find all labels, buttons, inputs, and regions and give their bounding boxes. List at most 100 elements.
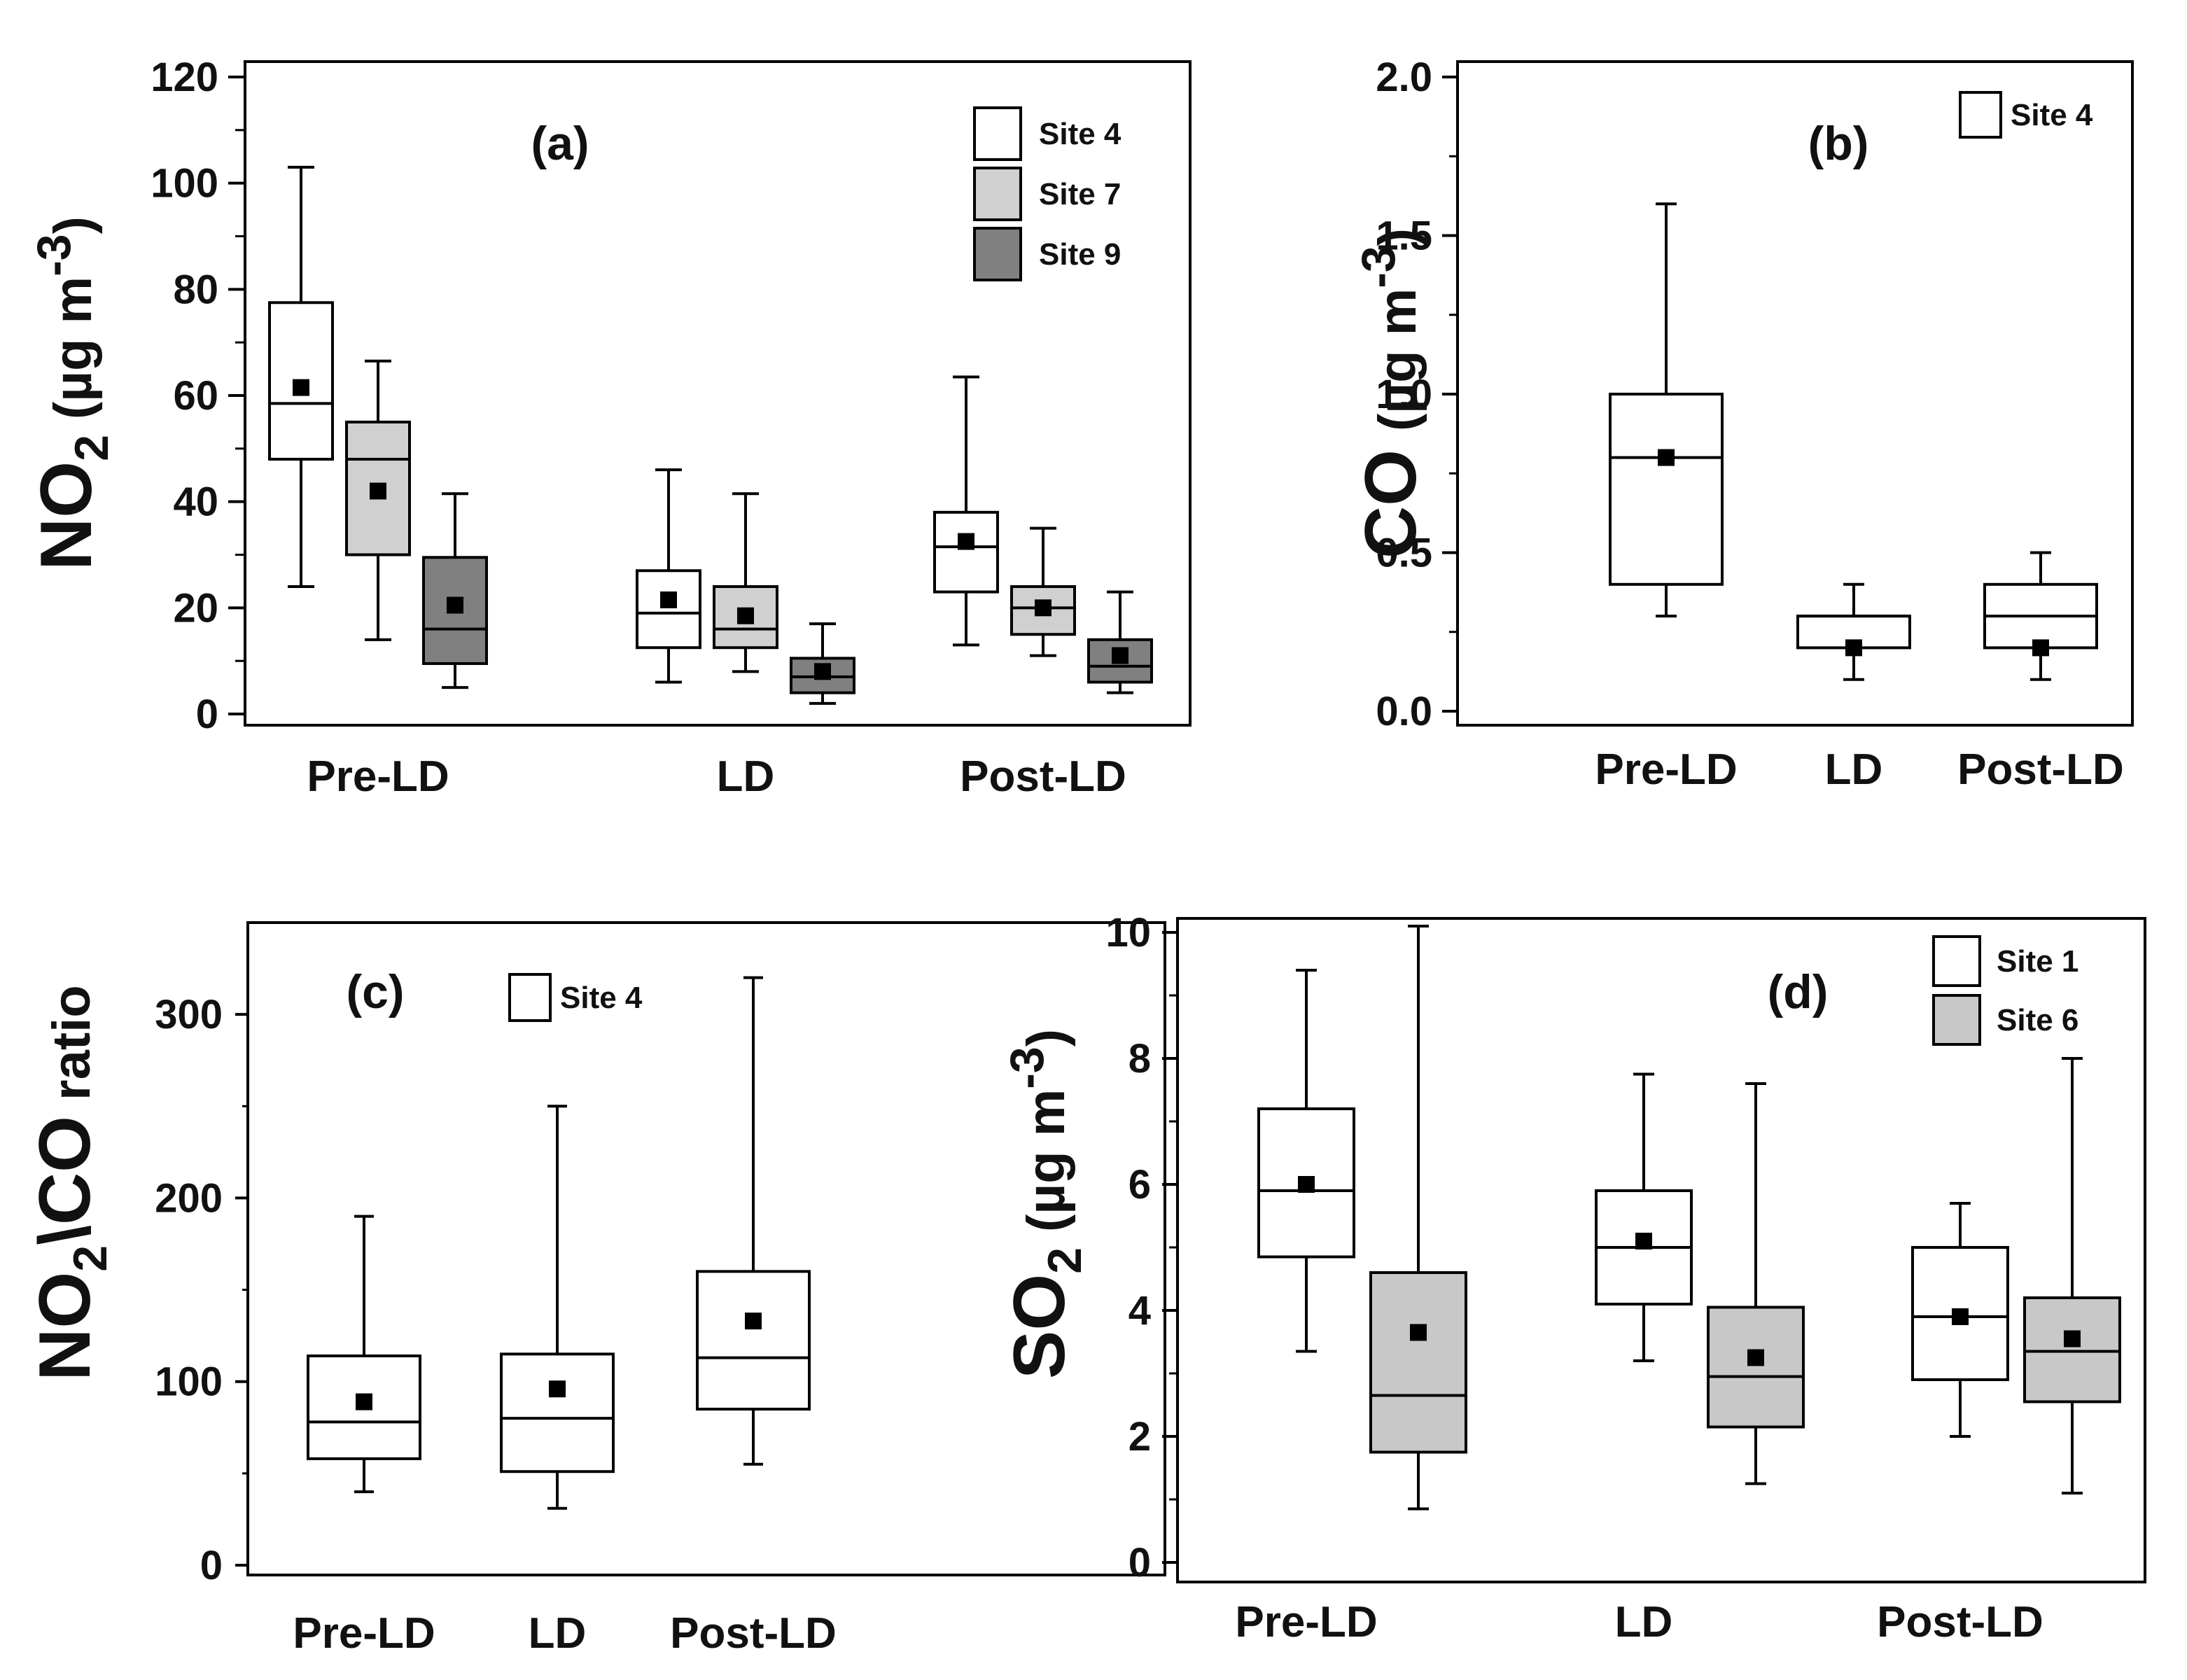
panel-a-legend: Site 4 Site 7 Site 9 <box>973 106 1122 281</box>
panel-c-ytick-label: 0 <box>200 1543 223 1588</box>
panel-a-ytick-label: 100 <box>151 161 218 206</box>
panel-a-ytick-label: 40 <box>173 479 218 525</box>
mean-marker <box>356 1393 372 1410</box>
panel-a-box-site-4 <box>636 468 701 684</box>
mean-marker <box>1298 1176 1315 1193</box>
panel-b-ytick-label: 2.0 <box>1376 55 1432 100</box>
panel-b-ylabel-units: (µg m <box>1368 288 1427 431</box>
iqr-box <box>500 1352 615 1474</box>
panel-a-ylabel-units: (µg m <box>43 276 103 419</box>
panel-b-legend: Site 4 <box>1959 91 2093 139</box>
legend-swatch <box>973 167 1022 221</box>
panel-d-ylabel-subscript: 2 <box>1038 1247 1091 1274</box>
panel-a-label: (a) <box>531 117 589 170</box>
panel-b-box-site-4 <box>1983 551 2098 681</box>
panel-a-ylabel-exponent: -3 <box>27 234 81 276</box>
mean-marker <box>660 591 677 608</box>
iqr-box <box>696 1270 811 1411</box>
panel-a-ytick-label: 0 <box>196 692 218 737</box>
panel-c-ylabel: NO2\CO ratio <box>25 985 117 1380</box>
panel-a-box-site-4 <box>268 165 334 588</box>
mean-marker <box>1410 1324 1427 1341</box>
legend-swatch <box>1959 91 2002 139</box>
panel-a-box-site-9 <box>790 622 855 705</box>
panel-d-legend: Site 1 Site 6 <box>1932 935 2078 1046</box>
panel-d-xaxis: Pre-LD LD Post-LD <box>1235 1598 2043 1646</box>
panel-d-ylabel-units-close: ) <box>1016 1029 1076 1046</box>
mean-marker <box>2032 639 2049 657</box>
iqr-box <box>1369 1271 1467 1454</box>
panel-a-box-site-4 <box>933 375 999 647</box>
panel-d-box-site-1 <box>1911 1202 2009 1438</box>
panel-c-legend: Site 4 <box>508 973 643 1022</box>
panel-d-ytick-label: 4 <box>1129 1288 1151 1334</box>
panel-b-ytick-label: 1.0 <box>1376 372 1432 417</box>
legend-swatch <box>508 973 552 1022</box>
panel-a-ytick-label: 80 <box>173 267 218 312</box>
panel-b-ylabel: CO (µg m-3) <box>1350 228 1432 559</box>
panel-a: 0 20 40 60 80 100 120 Pre-LD LD Post-LD (a) NO2 (… <box>26 55 1192 801</box>
mean-marker <box>814 663 831 680</box>
panel-a-category-label: LD <box>717 752 775 801</box>
panel-d-category-label: LD <box>1615 1598 1673 1646</box>
panel-b-ylabel-species: CO <box>1350 449 1432 559</box>
legend-label: Site 4 <box>1039 117 1122 151</box>
panel-c-category-label: Post-LD <box>670 1609 837 1658</box>
panel-b-box-site-4 <box>1609 202 1724 618</box>
mean-marker <box>2064 1330 2081 1348</box>
panel-a-ylabel-subscript: 2 <box>65 435 118 461</box>
panel-b-ytick-label: 0.0 <box>1376 689 1432 734</box>
panel-d-box-site-1 <box>1257 969 1355 1353</box>
legend-label: Site 1 <box>1997 944 2078 979</box>
mean-marker <box>958 533 974 550</box>
panel-c-yaxis: 0 100 200 300 <box>155 992 248 1588</box>
panel-b: 0.0 0.5 1.0 1.5 2.0 Pre-LD LD Post-LD (b) CO (µ… <box>1350 55 2134 794</box>
iqr-box <box>636 569 701 650</box>
panel-d-ytick-label: 0 <box>1129 1540 1151 1586</box>
mean-marker <box>1747 1349 1764 1366</box>
iqr-box <box>2023 1296 2121 1404</box>
panel-c-label: (c) <box>346 965 404 1018</box>
iqr-box <box>1707 1306 1805 1429</box>
panel-d-box-site-6 <box>1707 1082 1805 1485</box>
mean-marker <box>1112 647 1129 664</box>
panel-a-frame <box>244 60 1192 727</box>
panel-c-frame <box>246 921 1166 1576</box>
panel-c-ytick-label: 100 <box>155 1359 223 1405</box>
panel-d-box-site-1 <box>1595 1072 1693 1362</box>
mean-marker <box>1658 449 1675 466</box>
panel-b-ylabel-units-close: ) <box>1368 228 1427 246</box>
panel-d-ylabel-exponent: -3 <box>1000 1046 1054 1088</box>
panel-d-ylabel-units: (µg m <box>1016 1089 1076 1232</box>
panel-a-box-site-7 <box>713 492 778 673</box>
mean-marker <box>1845 639 1862 657</box>
legend-swatch <box>1932 935 1981 987</box>
panel-a-xaxis: Pre-LD LD Post-LD <box>307 752 1126 801</box>
mean-marker <box>737 607 754 624</box>
panel-b-box-site-4 <box>1796 582 1911 681</box>
panel-c-box-site-4 <box>696 976 811 1466</box>
panel-a-ytick-label: 120 <box>151 55 218 100</box>
panel-a-yaxis: 0 20 40 60 80 100 120 <box>151 55 245 737</box>
mean-marker <box>447 596 463 614</box>
panel-a-ytick-label: 20 <box>173 585 218 631</box>
panel-d-yaxis: 0 2 4 6 8 10 <box>1105 910 1178 1586</box>
panel-a-box-site-7 <box>345 359 411 641</box>
panel-b-category-label: LD <box>1825 746 1883 794</box>
panel-a-box-site-9 <box>422 492 488 690</box>
legend-label: Site 6 <box>1997 1003 2078 1037</box>
panel-a-ylabel: NO2 (µg m-3) <box>26 216 118 570</box>
panel-d-box-site-6 <box>2023 1057 2121 1494</box>
panel-b-ylabel-exponent: -3 <box>1352 246 1405 288</box>
panel-d-ytick-label: 8 <box>1129 1036 1151 1082</box>
panel-c-ylabel-mid: \CO <box>25 1116 106 1245</box>
panel-a-box-site-7 <box>1010 526 1076 657</box>
mean-marker <box>293 379 309 396</box>
panel-a-boxes <box>268 165 1153 705</box>
panel-b-ytick-label: 1.5 <box>1376 214 1432 259</box>
panel-c-box-site-4 <box>500 1105 615 1510</box>
iqr-box <box>933 510 999 594</box>
panel-d-ytick-label: 2 <box>1129 1414 1151 1460</box>
panel-d-box-site-6 <box>1369 925 1467 1511</box>
